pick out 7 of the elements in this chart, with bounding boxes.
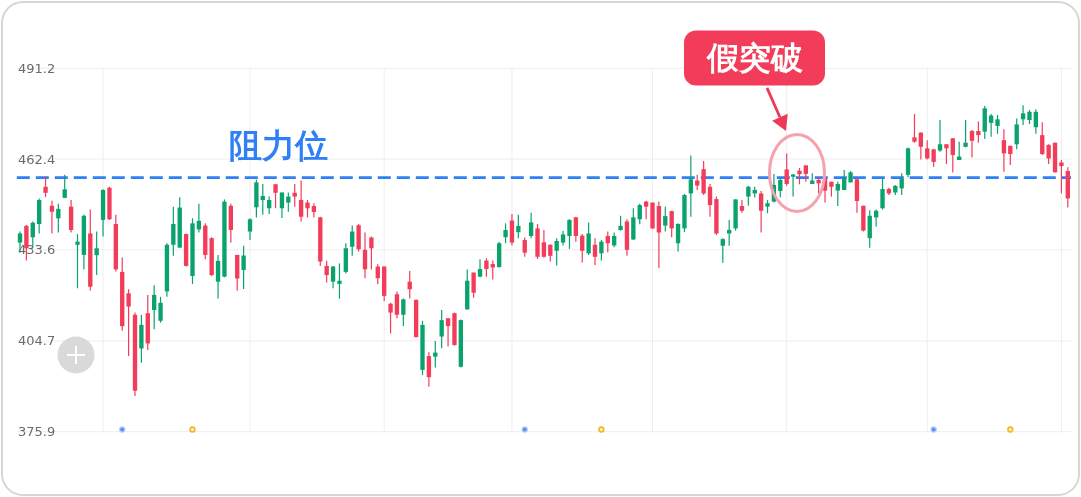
annotation-label: 假突破 (684, 30, 825, 86)
y-tick-label: 404.7 (18, 333, 56, 349)
annotation: 假突破 (706, 38, 803, 77)
y-tick-label: 375.9 (18, 424, 56, 440)
ref-line-label: 阻力位 (228, 126, 328, 166)
y-tick-label: 462.4 (18, 151, 56, 167)
y-tick-label: 491.2 (18, 60, 56, 76)
